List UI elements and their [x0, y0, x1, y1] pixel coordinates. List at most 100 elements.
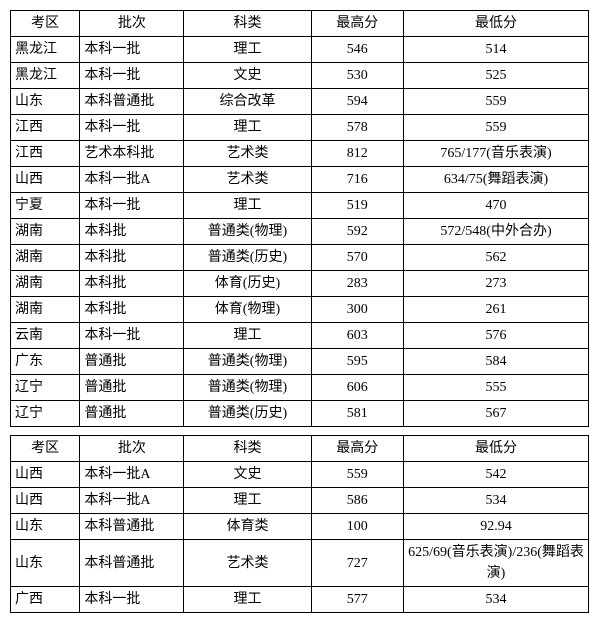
cell-category: 普通类(物理)	[184, 375, 311, 401]
cell-category: 文史	[184, 462, 311, 488]
table-row: 黑龙江本科一批理工546514	[11, 37, 589, 63]
cell-high: 586	[311, 488, 403, 514]
col-header-category: 科类	[184, 436, 311, 462]
cell-category: 理工	[184, 37, 311, 63]
cell-region: 广西	[11, 587, 80, 613]
table-row: 山东本科普通批体育类10092.94	[11, 514, 589, 540]
cell-low: 514	[404, 37, 589, 63]
cell-category: 艺术类	[184, 540, 311, 587]
table-row: 湖南本科批体育(历史)283273	[11, 271, 589, 297]
cell-high: 581	[311, 401, 403, 427]
cell-region: 湖南	[11, 219, 80, 245]
table-row: 湖南本科批体育(物理)300261	[11, 297, 589, 323]
cell-batch: 本科普通批	[80, 540, 184, 587]
cell-region: 湖南	[11, 297, 80, 323]
cell-category: 普通类(物理)	[184, 349, 311, 375]
col-header-low: 最低分	[404, 11, 589, 37]
table-header-row: 考区 批次 科类 最高分 最低分	[11, 11, 589, 37]
cell-batch: 艺术本科批	[80, 141, 184, 167]
cell-low: 572/548(中外合办)	[404, 219, 589, 245]
cell-region: 江西	[11, 141, 80, 167]
cell-low: 765/177(音乐表演)	[404, 141, 589, 167]
cell-low: 576	[404, 323, 589, 349]
cell-low: 542	[404, 462, 589, 488]
cell-batch: 本科一批	[80, 587, 184, 613]
col-header-batch: 批次	[80, 11, 184, 37]
cell-batch: 普通批	[80, 401, 184, 427]
cell-category: 文史	[184, 63, 311, 89]
table-row: 广东普通批普通类(物理)595584	[11, 349, 589, 375]
cell-region: 云南	[11, 323, 80, 349]
cell-batch: 本科一批A	[80, 462, 184, 488]
cell-high: 594	[311, 89, 403, 115]
cell-region: 黑龙江	[11, 63, 80, 89]
cell-low: 625/69(音乐表演)/236(舞蹈表演)	[404, 540, 589, 587]
cell-low: 273	[404, 271, 589, 297]
cell-region: 黑龙江	[11, 37, 80, 63]
cell-low: 534	[404, 488, 589, 514]
cell-region: 湖南	[11, 271, 80, 297]
col-header-region: 考区	[11, 11, 80, 37]
cell-low: 555	[404, 375, 589, 401]
table-row: 黑龙江本科一批文史530525	[11, 63, 589, 89]
cell-high: 606	[311, 375, 403, 401]
cell-region: 山西	[11, 488, 80, 514]
table-gap	[10, 427, 589, 435]
col-header-region: 考区	[11, 436, 80, 462]
cell-category: 理工	[184, 323, 311, 349]
col-header-high: 最高分	[311, 436, 403, 462]
cell-region: 山东	[11, 514, 80, 540]
cell-low: 534	[404, 587, 589, 613]
cell-batch: 本科普通批	[80, 514, 184, 540]
cell-category: 理工	[184, 193, 311, 219]
table-row: 山西本科一批A理工586534	[11, 488, 589, 514]
cell-category: 理工	[184, 587, 311, 613]
cell-high: 100	[311, 514, 403, 540]
cell-batch: 本科一批	[80, 193, 184, 219]
cell-batch: 本科一批	[80, 115, 184, 141]
cell-high: 716	[311, 167, 403, 193]
col-header-batch: 批次	[80, 436, 184, 462]
cell-region: 山东	[11, 89, 80, 115]
cell-category: 理工	[184, 488, 311, 514]
cell-batch: 本科一批A	[80, 167, 184, 193]
cell-region: 江西	[11, 115, 80, 141]
cell-batch: 本科普通批	[80, 89, 184, 115]
cell-batch: 本科一批	[80, 63, 184, 89]
table-row: 广西本科一批理工577534	[11, 587, 589, 613]
col-header-high: 最高分	[311, 11, 403, 37]
cell-high: 559	[311, 462, 403, 488]
cell-batch: 本科一批	[80, 37, 184, 63]
cell-high: 812	[311, 141, 403, 167]
cell-region: 湖南	[11, 245, 80, 271]
cell-low: 559	[404, 115, 589, 141]
cell-batch: 本科批	[80, 219, 184, 245]
table-row: 湖南本科批普通类(历史)570562	[11, 245, 589, 271]
cell-low: 470	[404, 193, 589, 219]
table-row: 山东本科普通批综合改革594559	[11, 89, 589, 115]
cell-category: 普通类(历史)	[184, 401, 311, 427]
cell-batch: 本科一批A	[80, 488, 184, 514]
cell-batch: 本科批	[80, 245, 184, 271]
cell-batch: 普通批	[80, 349, 184, 375]
table-row: 湖南本科批普通类(物理)592572/548(中外合办)	[11, 219, 589, 245]
cell-category: 综合改革	[184, 89, 311, 115]
cell-category: 体育(物理)	[184, 297, 311, 323]
cell-high: 578	[311, 115, 403, 141]
cell-high: 283	[311, 271, 403, 297]
cell-low: 567	[404, 401, 589, 427]
cell-high: 577	[311, 587, 403, 613]
cell-high: 592	[311, 219, 403, 245]
cell-low: 634/75(舞蹈表演)	[404, 167, 589, 193]
cell-category: 艺术类	[184, 167, 311, 193]
cell-low: 261	[404, 297, 589, 323]
col-header-category: 科类	[184, 11, 311, 37]
cell-low: 559	[404, 89, 589, 115]
table-row: 山西本科一批A文史559542	[11, 462, 589, 488]
cell-category: 艺术类	[184, 141, 311, 167]
table-row: 山西本科一批A艺术类716634/75(舞蹈表演)	[11, 167, 589, 193]
cell-high: 570	[311, 245, 403, 271]
cell-batch: 本科批	[80, 271, 184, 297]
cell-category: 理工	[184, 115, 311, 141]
cell-batch: 本科批	[80, 297, 184, 323]
